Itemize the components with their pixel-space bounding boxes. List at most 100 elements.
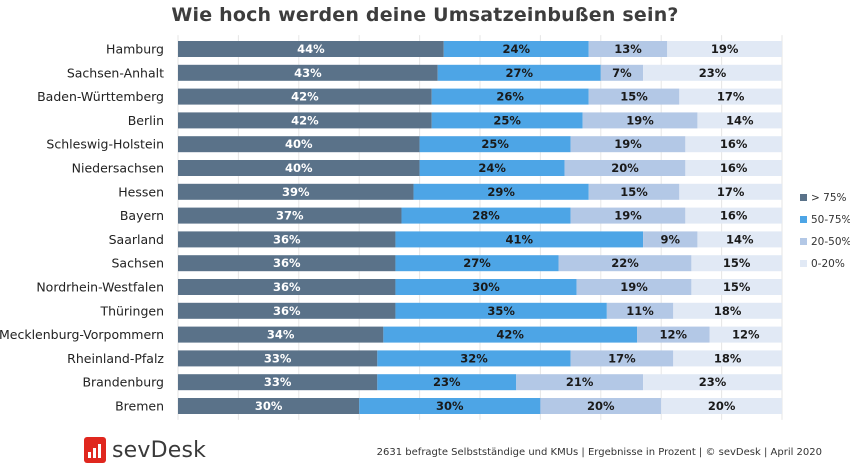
data-label: 35% [487, 304, 515, 318]
data-label: 12% [732, 328, 760, 342]
bar-segment [588, 41, 668, 57]
data-label: 17% [717, 185, 745, 199]
bar-segment [178, 41, 444, 57]
data-label: 32% [460, 351, 488, 365]
data-label: 27% [463, 256, 491, 270]
bar-segment [431, 112, 583, 129]
data-label: 14% [726, 113, 754, 127]
data-label: 19% [626, 113, 654, 127]
bar-segment [419, 136, 571, 153]
bar-segment [413, 183, 589, 200]
data-label: 15% [620, 90, 648, 104]
data-label: 30% [472, 280, 500, 294]
data-label: 39% [282, 185, 310, 199]
data-label: 21% [566, 375, 594, 389]
bar-segment [359, 398, 541, 414]
category-label: Sachsen-Anhalt [67, 65, 164, 80]
bar-segment [178, 350, 378, 367]
category-label: Rheinland-Pfalz [67, 351, 164, 366]
bar-segment [178, 183, 414, 200]
category-label: Sachsen [111, 256, 164, 271]
data-label: 28% [472, 209, 500, 223]
bar-segment [516, 374, 644, 391]
bar-segment [588, 88, 680, 105]
bar-segment [691, 255, 782, 272]
data-label: 23% [699, 66, 727, 80]
bar-segment [178, 279, 396, 295]
bar-segment [691, 279, 782, 295]
bar-segment [673, 350, 782, 367]
bar-segment [540, 398, 662, 414]
legend-label: 20-50% [811, 236, 850, 248]
category-label: Thüringen [99, 303, 164, 318]
bar-segment [178, 207, 402, 224]
bar-segment [570, 350, 674, 367]
category-label: Nordrhein-Westfalen [36, 280, 164, 295]
category-label: Niedersachsen [72, 161, 164, 176]
data-label: 12% [660, 328, 688, 342]
data-label: 20% [708, 399, 736, 413]
legend-swatch [800, 216, 807, 223]
legend-swatch [800, 238, 807, 245]
data-label: 33% [264, 375, 292, 389]
data-label: 30% [255, 399, 283, 413]
bar-segment [395, 279, 577, 295]
category-label: Saarland [109, 232, 164, 247]
bar-segment [709, 326, 782, 343]
data-label: 16% [720, 209, 748, 223]
data-label: 40% [285, 161, 313, 175]
bar-segment [178, 136, 420, 153]
bar-segment [178, 302, 396, 319]
data-label: 36% [273, 232, 301, 246]
data-label: 15% [723, 256, 751, 270]
data-label: 17% [608, 351, 636, 365]
data-label: 11% [626, 304, 654, 318]
bar-segment [643, 374, 782, 391]
data-label: 24% [478, 161, 506, 175]
bar-segment [395, 231, 644, 248]
data-label: 27% [505, 66, 533, 80]
bar-segment [178, 231, 396, 248]
bar-segment [178, 326, 384, 343]
bar-segment [685, 160, 782, 176]
data-label: 15% [620, 185, 648, 199]
data-label: 22% [611, 256, 639, 270]
bar-segment [576, 279, 692, 295]
bar-segment [679, 88, 782, 105]
data-label: 23% [699, 375, 727, 389]
data-label: 25% [493, 113, 521, 127]
bar-segment [570, 207, 686, 224]
data-label: 25% [481, 137, 509, 151]
data-label: 42% [291, 90, 319, 104]
category-label: Schleswig-Holstein [46, 137, 164, 152]
legend-swatch [800, 194, 807, 201]
category-label: Bremen [115, 399, 164, 414]
bar-segment [667, 41, 782, 57]
data-label: 30% [436, 399, 464, 413]
category-label: Hamburg [106, 42, 164, 57]
data-label: 7% [612, 66, 632, 80]
bar-segment [377, 350, 571, 367]
bar-segment [437, 64, 601, 81]
category-label: Brandenburg [82, 375, 164, 390]
footer-note: 2631 befragte Selbstständige und KMUs | … [376, 447, 822, 458]
bar-segment [685, 207, 782, 224]
bar-segment [697, 231, 782, 248]
bar-segment [178, 374, 378, 391]
data-label: 19% [711, 42, 739, 56]
category-label: Hessen [118, 184, 164, 199]
bar-segment [383, 326, 638, 343]
bar-segment [582, 112, 698, 129]
bar-segment [431, 88, 589, 105]
data-label: 15% [723, 280, 751, 294]
data-label: 40% [285, 137, 313, 151]
bar-segment [600, 64, 644, 81]
data-label: 13% [614, 42, 642, 56]
bar-segment [685, 136, 782, 153]
legend-label: > 75% [811, 192, 846, 204]
data-label: 34% [267, 328, 295, 342]
data-label: 36% [273, 280, 301, 294]
data-label: 17% [717, 90, 745, 104]
data-label: 29% [487, 185, 515, 199]
brand-name: sevDesk [112, 437, 207, 463]
